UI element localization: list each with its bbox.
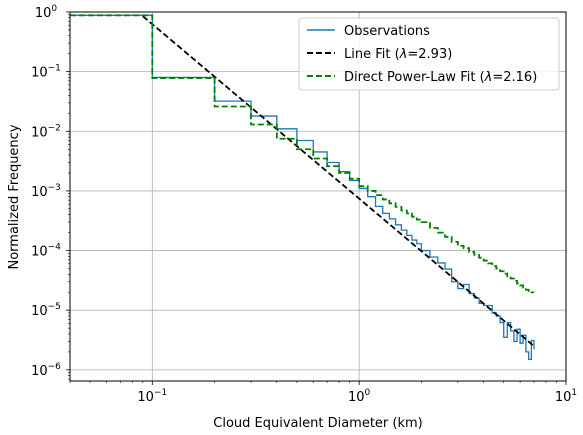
series-line-fit	[142, 15, 535, 347]
legend-box	[298, 17, 560, 91]
y-tick-label: 100	[35, 4, 58, 21]
legend-label-line-fit: Line Fit (λ=2.93)	[344, 47, 452, 62]
y-tick-label: 10−2	[31, 123, 61, 140]
x-tick-label: 10−1	[137, 388, 167, 405]
y-tick-label: 10−4	[31, 243, 61, 260]
axis-ticks: 10−1 100 101 10−6 10−5 10−4 10−3 10−2 10−1 100	[31, 4, 577, 405]
legend-label-observations: Observations	[344, 24, 430, 39]
series-layer	[70, 14, 535, 360]
x-tick-label: 101	[555, 388, 577, 405]
legend-label-power-law-fit: Direct Power-Law Fit (λ=2.16)	[344, 70, 537, 85]
series-observations	[70, 14, 535, 360]
x-tick-label: 100	[348, 388, 371, 405]
legend: Observations Line Fit (λ=2.93) Direct Po…	[298, 17, 560, 91]
y-tick-label: 10−5	[31, 302, 61, 319]
y-tick-label: 10−1	[31, 64, 61, 81]
y-tick-label: 10−3	[31, 183, 61, 200]
plot-area	[70, 14, 535, 360]
series-power-law-fit	[70, 14, 534, 294]
y-axis-label: Normalized Frequency	[7, 124, 22, 269]
x-axis-label: Cloud Equivalent Diameter (km)	[213, 416, 422, 431]
y-tick-label: 10−6	[31, 362, 61, 379]
